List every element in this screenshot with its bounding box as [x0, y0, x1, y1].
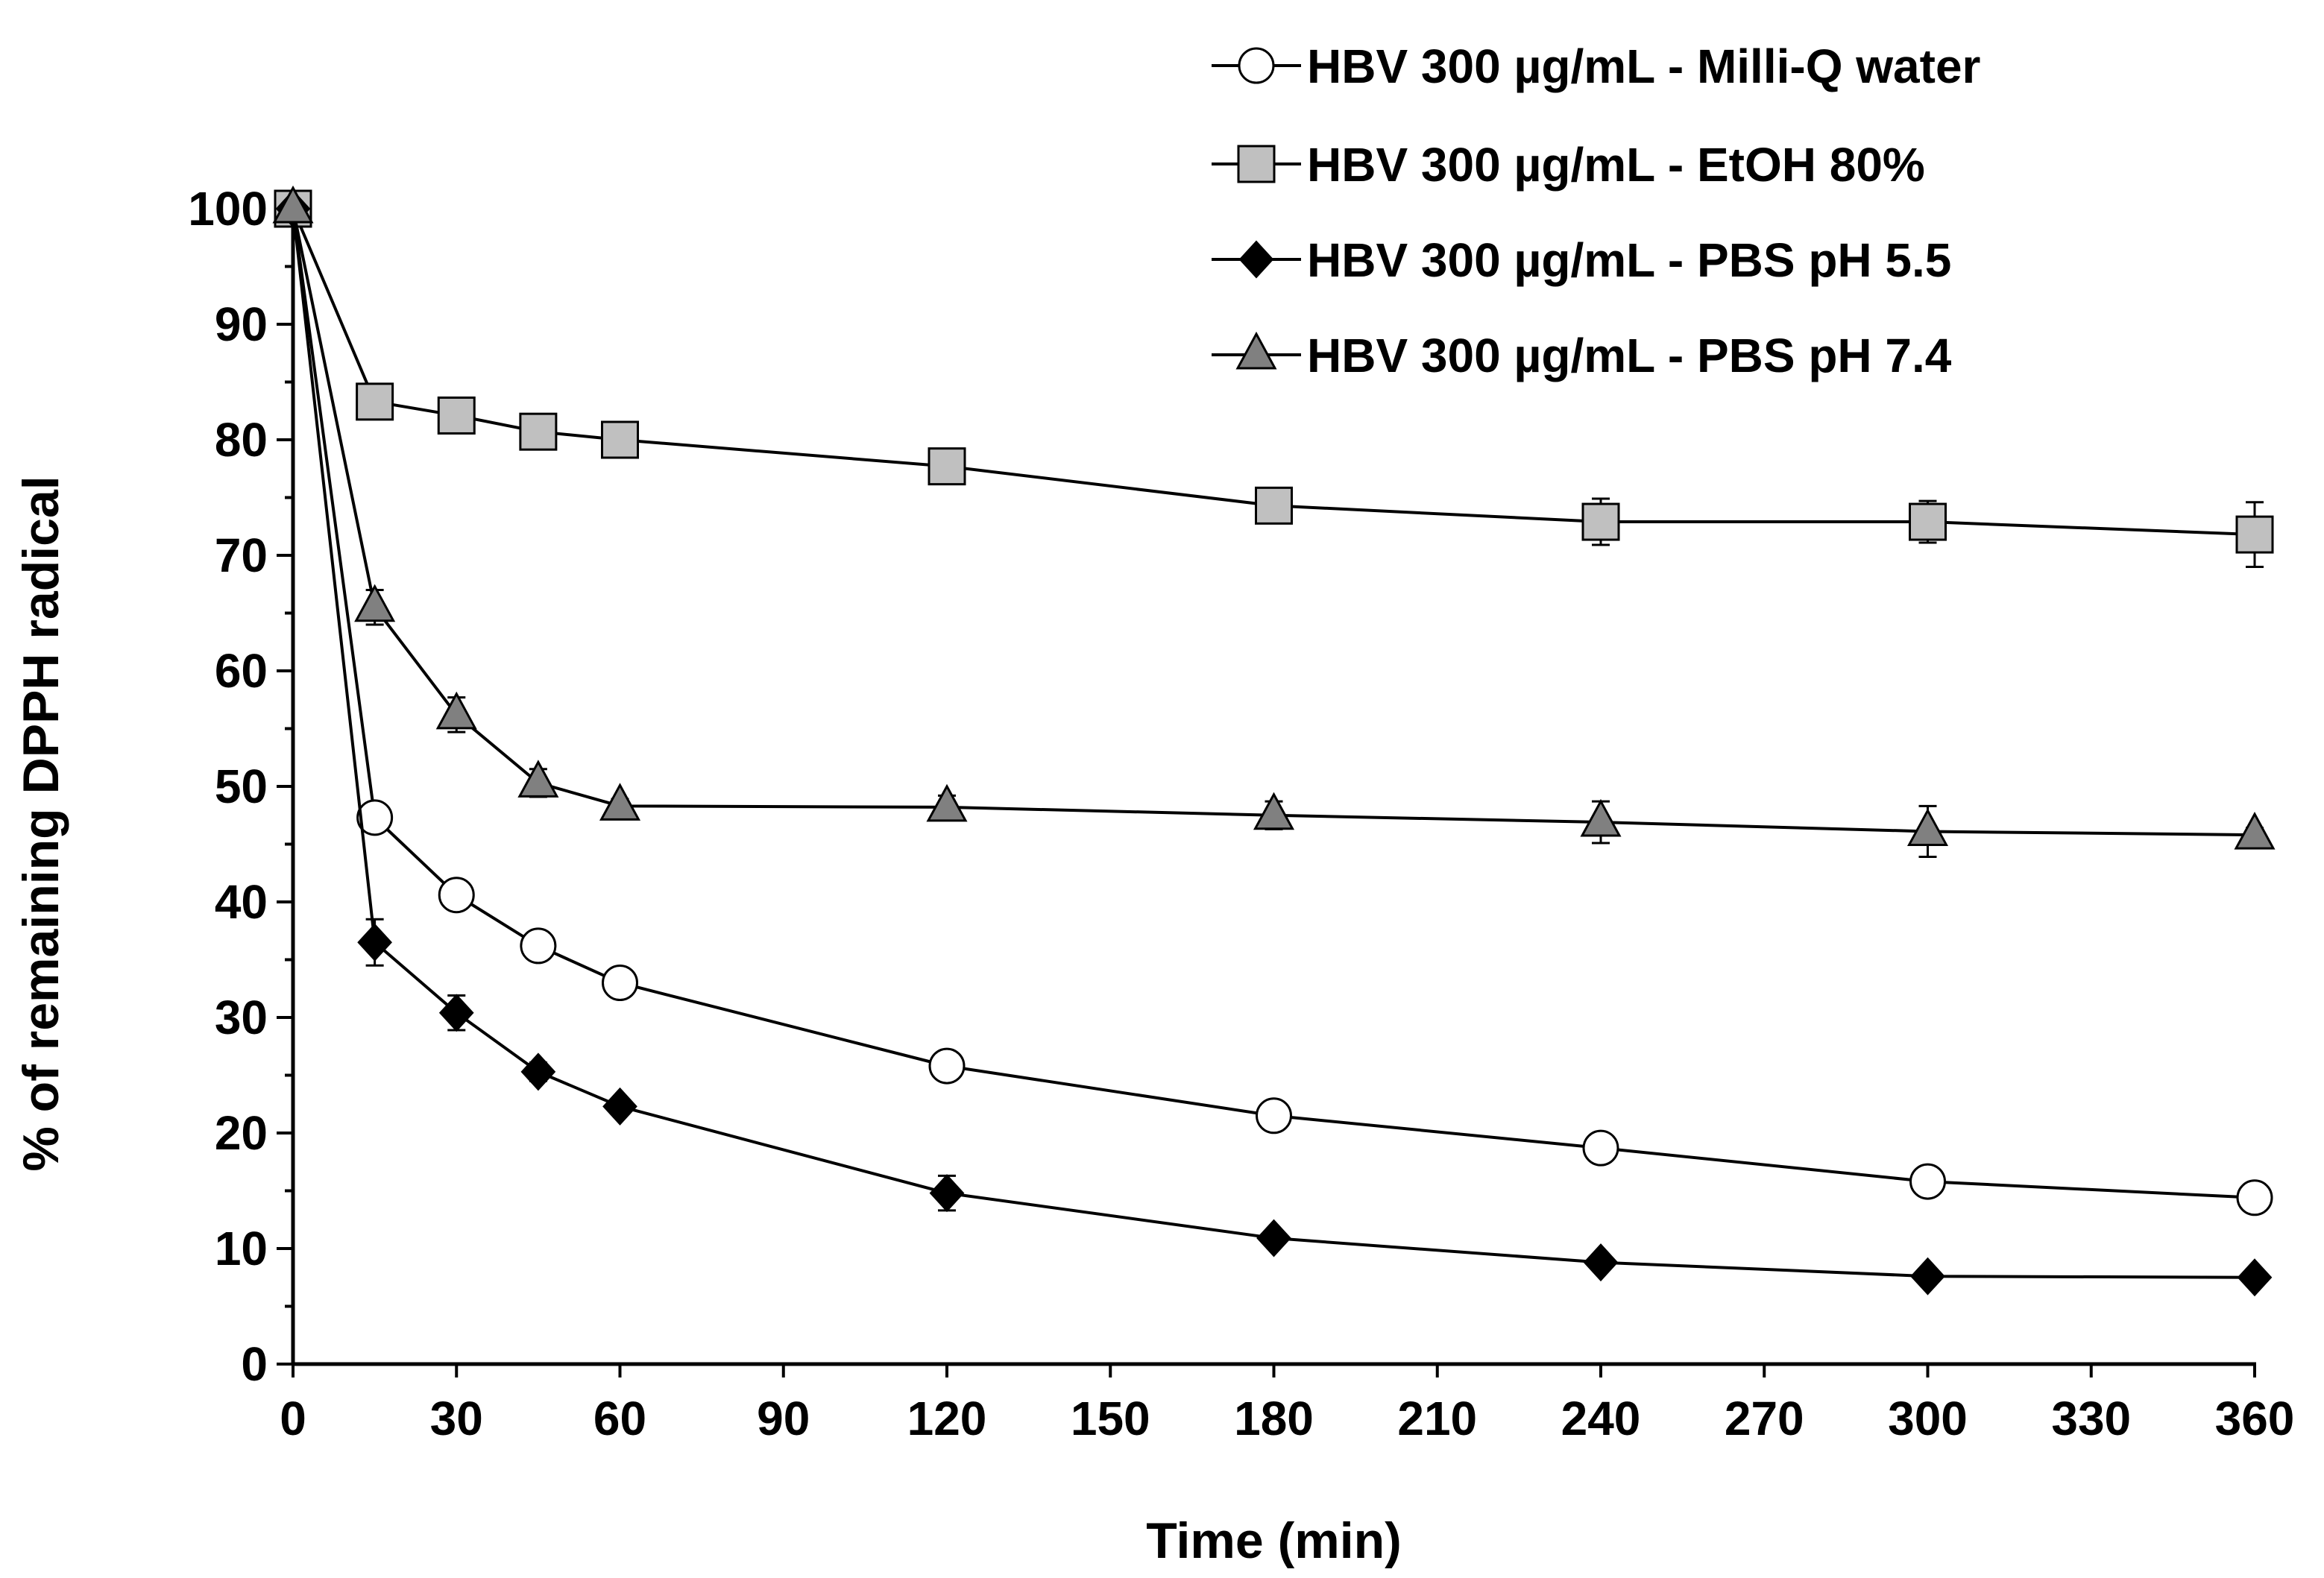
data-point — [1580, 798, 1622, 837]
data-point — [926, 783, 968, 822]
y-tick-label: 60 — [215, 644, 268, 698]
x-tick-label: 270 — [1725, 1392, 1804, 1445]
series-group — [272, 185, 2276, 1297]
axes: 0 10 20 30 40 50 60 70 80 90 100 0 30 60 90 120 150 180 21… — [188, 182, 2294, 1445]
legend-item: HBV 300 µg/mL - Milli-Q water — [1212, 40, 1980, 93]
data-point — [928, 1047, 966, 1085]
x-tick-label: 180 — [1234, 1392, 1314, 1445]
x-tick-label: 240 — [1561, 1392, 1641, 1445]
data-point — [517, 760, 559, 798]
x-tick-label: 210 — [1397, 1392, 1477, 1445]
data-point — [1582, 1129, 1619, 1167]
y-tick-label: 40 — [215, 875, 268, 929]
data-point — [1906, 808, 1949, 846]
data-point — [519, 412, 558, 451]
data-point — [435, 691, 477, 730]
series-hbv-300-g-ml-etoh-80 — [274, 189, 2274, 568]
y-tick-label: 100 — [188, 182, 268, 236]
data-point — [437, 396, 476, 435]
x-tick-label: 300 — [1888, 1392, 1968, 1445]
x-tick-label: 360 — [2215, 1392, 2295, 1445]
y-tick-label: 20 — [215, 1106, 268, 1160]
data-point — [2237, 1258, 2273, 1297]
y-axis-title: % of remaining DPPH radical — [13, 476, 69, 1171]
data-point — [599, 783, 641, 821]
x-tick-label: 90 — [757, 1392, 810, 1445]
y-tick-label: 80 — [215, 413, 268, 467]
x-tick-label: 330 — [2051, 1392, 2131, 1445]
series-hbv-300-g-ml-pbs-ph-7-4 — [272, 185, 2276, 859]
series-line — [292, 208, 2255, 1279]
series-line — [292, 208, 2255, 537]
x-tick-label: 0 — [280, 1392, 306, 1445]
legend-item: HBV 300 µg/mL - PBS pH 7.4 — [1212, 329, 1952, 382]
data-point — [438, 994, 474, 1032]
legend: HBV 300 µg/mL - Milli-Q water HBV 300 µg/… — [1212, 40, 1980, 382]
y-tick-label: 10 — [215, 1222, 268, 1275]
data-point — [1909, 1163, 1946, 1200]
data-point — [602, 965, 638, 1001]
legend-item: HBV 300 µg/mL - PBS pH 5.5 — [1212, 233, 1951, 287]
y-tick-label: 30 — [215, 991, 268, 1044]
series-hbv-300-g-ml-pbs-ph-5-5 — [275, 189, 2273, 1297]
x-axis-title: Time (min) — [1146, 1512, 1402, 1569]
data-point — [2236, 1179, 2273, 1216]
data-point — [1253, 792, 1295, 830]
data-point — [520, 1052, 556, 1091]
legend-marker — [1235, 331, 1277, 370]
data-point — [272, 185, 314, 224]
legend-label: HBV 300 µg/mL - PBS pH 5.5 — [1307, 233, 1951, 287]
data-point — [1910, 1257, 1945, 1295]
data-point — [2234, 811, 2276, 850]
legend-label: HBV 300 µg/mL - Milli-Q water — [1307, 40, 1980, 93]
series-line — [292, 208, 2255, 1199]
data-point — [929, 1174, 965, 1213]
data-point — [356, 382, 394, 421]
data-point — [357, 923, 392, 962]
legend-label: HBV 300 µg/mL - PBS pH 7.4 — [1307, 329, 1952, 382]
data-point — [1909, 502, 1947, 541]
data-point — [601, 420, 639, 459]
data-point — [1583, 1243, 1619, 1282]
data-point — [354, 584, 396, 622]
legend-marker — [1238, 47, 1275, 84]
x-tick-label: 60 — [593, 1392, 646, 1445]
data-point — [438, 877, 475, 914]
legend-label: HBV 300 µg/mL - EtOH 80% — [1307, 138, 1925, 192]
x-tick-label: 150 — [1071, 1392, 1150, 1445]
data-point — [2235, 515, 2274, 554]
series-hbv-300-g-ml-milli-q-water — [274, 190, 2273, 1216]
y-tick-label: 50 — [215, 760, 268, 813]
data-point — [602, 1087, 637, 1126]
x-tick-label: 30 — [430, 1392, 483, 1445]
legend-marker — [1238, 240, 1274, 279]
data-point — [520, 927, 557, 965]
y-tick-label: 0 — [241, 1337, 268, 1391]
data-point — [1581, 502, 1620, 541]
data-point — [1256, 1097, 1292, 1134]
y-tick-label: 90 — [215, 297, 268, 351]
data-point — [356, 799, 394, 836]
legend-item: HBV 300 µg/mL - EtOH 80% — [1212, 138, 1925, 192]
legend-marker — [1237, 145, 1276, 183]
x-tick-label: 120 — [907, 1392, 987, 1445]
y-tick-label: 70 — [215, 528, 268, 582]
data-point — [1255, 486, 1293, 525]
series-line — [292, 208, 2255, 837]
data-point — [1256, 1219, 1291, 1257]
data-point — [928, 447, 966, 486]
